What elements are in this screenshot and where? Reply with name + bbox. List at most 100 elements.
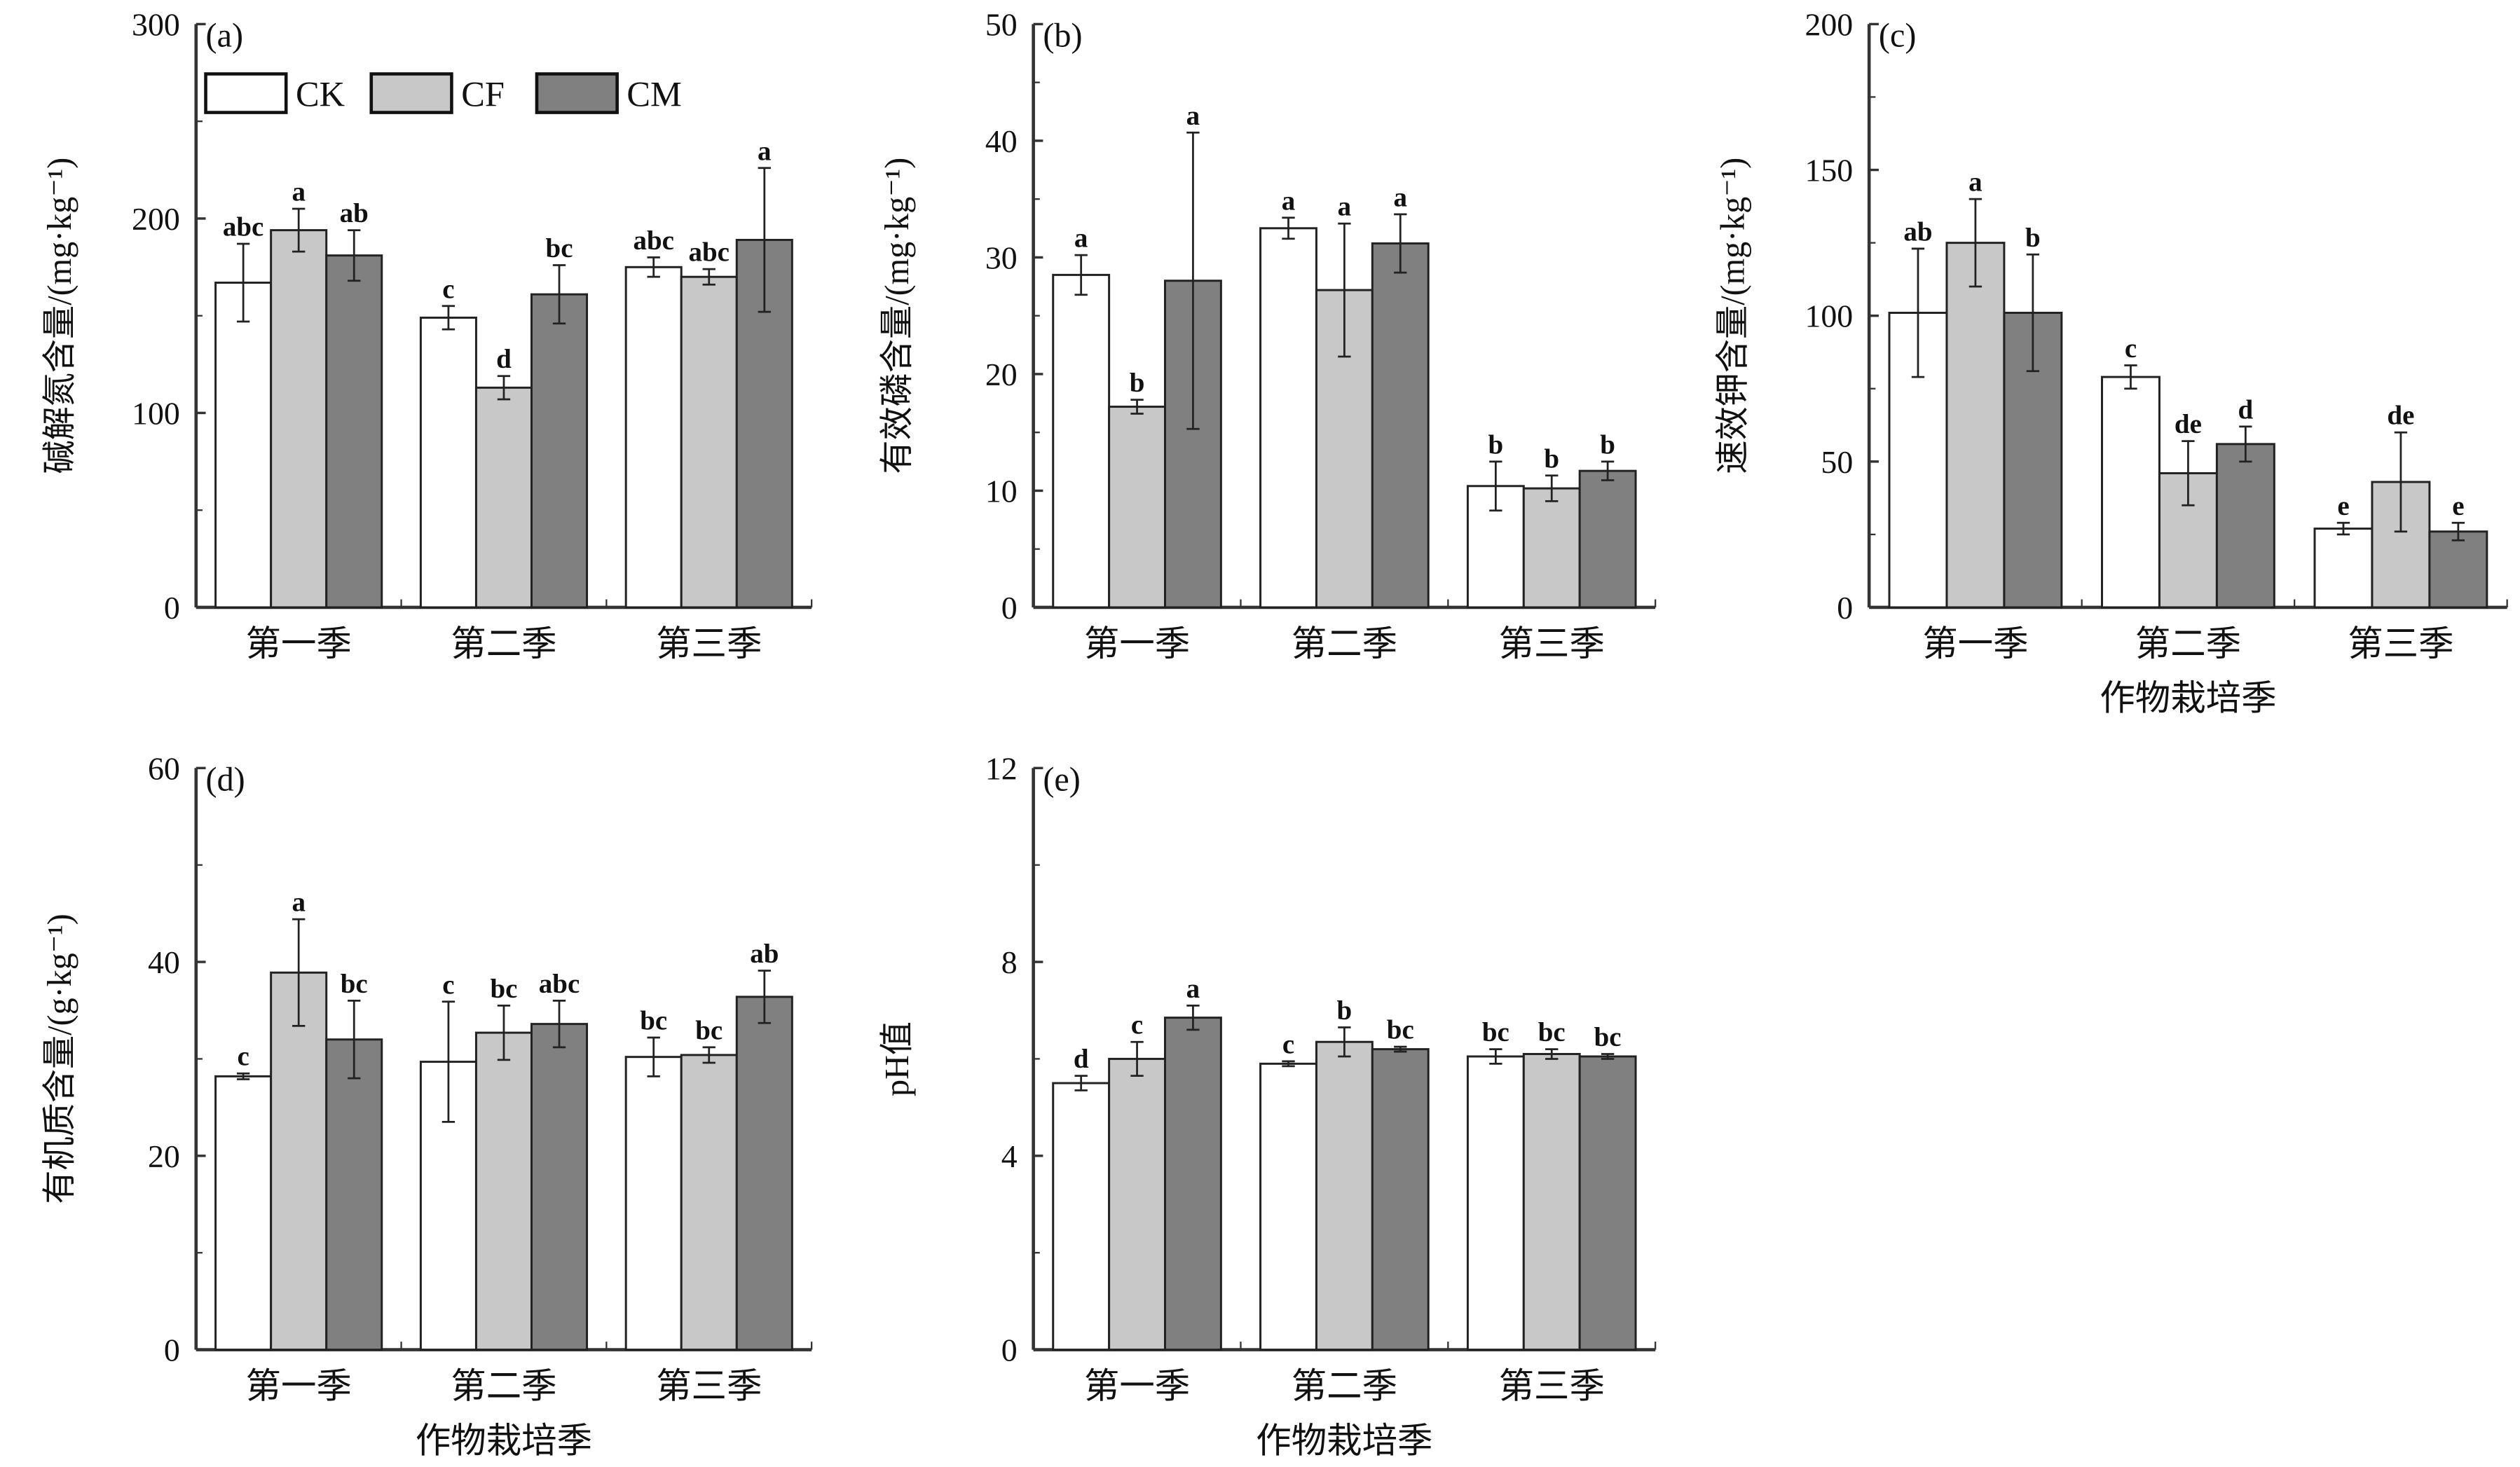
y-tick-label: 12	[985, 750, 1018, 786]
significance-letter: e	[2452, 491, 2464, 521]
legend-swatch-ck	[204, 72, 288, 114]
y-tick-label: 0	[1837, 590, 1853, 626]
y-tick-label: 0	[164, 590, 180, 626]
y-tick-label: 4	[1001, 1138, 1018, 1174]
x-tick-label: 第二季	[451, 624, 556, 663]
y-tick-label: 50	[985, 6, 1018, 42]
significance-letter: b	[1130, 368, 1145, 398]
y-tick-label: 0	[1001, 590, 1018, 626]
y-tick-label: 0	[164, 1332, 180, 1368]
y-tick-label: 30	[985, 240, 1018, 275]
bar-ck	[1052, 273, 1111, 609]
legend-label: CM	[626, 74, 681, 113]
significance-letter: a	[758, 136, 771, 166]
significance-letter: bc	[1387, 1015, 1414, 1045]
x-axis-label: 作物栽培季	[2100, 679, 2276, 718]
x-tick-label: 第三季	[2348, 624, 2453, 663]
y-tick-label: 50	[1821, 444, 1853, 480]
significance-letter: a	[1394, 182, 1407, 212]
x-tick-label: 第二季	[1292, 624, 1397, 663]
panel-label: (b)	[1043, 18, 1082, 55]
significance-letter: de	[2175, 409, 2202, 439]
y-axis-label: 碱解氮含量/(mg·kg⁻¹)	[41, 158, 78, 474]
significance-letter: bc	[1594, 1022, 1622, 1052]
significance-letter: d	[2238, 394, 2254, 425]
bar-ck	[1052, 1082, 1111, 1351]
bar-cm	[530, 1023, 589, 1351]
significance-letter: d	[1074, 1044, 1089, 1074]
bar-ck	[1259, 227, 1317, 609]
significance-letter: b	[1488, 429, 1504, 460]
bar-cm	[1371, 1048, 1430, 1351]
bar-cf	[1522, 487, 1581, 609]
y-tick-label: 8	[1001, 944, 1018, 980]
x-tick-label: 第一季	[246, 624, 352, 663]
legend-swatch-cf	[369, 72, 453, 114]
x-tick-label: 第二季	[1292, 1366, 1397, 1405]
x-tick-label: 第三季	[656, 1366, 762, 1405]
significance-letter: c	[1282, 1029, 1294, 1059]
y-axis-label: 有机质含量/(g·kg⁻¹)	[41, 914, 78, 1204]
bar-cm	[325, 1038, 383, 1351]
bar-ck	[214, 282, 273, 609]
significance-letter: abc	[223, 212, 263, 242]
significance-letter: c	[1131, 1010, 1143, 1040]
significance-letter: abc	[539, 969, 580, 999]
significance-letter: ab	[340, 198, 369, 228]
bar-cm	[2428, 530, 2488, 609]
y-tick-label: 200	[132, 201, 180, 237]
significance-letter: bc	[490, 974, 517, 1004]
significance-letter: a	[1074, 223, 1088, 254]
bar-cf	[1315, 1040, 1374, 1351]
panel-label: (a)	[206, 18, 243, 55]
bar-ck	[214, 1075, 273, 1351]
bar-ck	[2313, 528, 2374, 609]
significance-letter: bc	[341, 969, 368, 999]
x-tick-label: 第一季	[246, 1366, 352, 1405]
panel-label: (e)	[1043, 761, 1080, 798]
x-axis-label: 作物栽培季	[416, 1421, 592, 1460]
x-tick-label: 第一季	[1084, 624, 1190, 663]
significance-letter: ab	[1903, 216, 1932, 247]
chart-panel-2: 0 10 20 30 40 50 (b) 有效磷含量/(mg·kg⁻¹) 第一季 a b a 第二季 a a…	[879, 6, 1657, 663]
significance-letter: c	[237, 1042, 249, 1072]
legend-swatch-cm	[535, 72, 619, 114]
bar-cf	[680, 275, 738, 609]
significance-letter: c	[442, 274, 454, 304]
y-tick-label: 40	[985, 123, 1018, 159]
y-tick-label: 10	[985, 473, 1018, 509]
significance-letter: bc	[640, 1006, 667, 1036]
bar-cf	[1945, 242, 2006, 609]
bar-cm	[735, 996, 793, 1351]
y-tick-label: 300	[132, 6, 180, 42]
y-tick-label: 20	[148, 1138, 180, 1174]
significance-letter: b	[1544, 443, 1559, 474]
significance-letter: a	[292, 888, 305, 918]
x-tick-label: 第三季	[1499, 1366, 1605, 1405]
x-axis-label: 作物栽培季	[1256, 1421, 1432, 1460]
y-axis-label: 速效钾含量/(mg·kg⁻¹)	[1714, 158, 1751, 474]
bar-cm	[2215, 443, 2275, 609]
significance-letter: abc	[633, 226, 673, 256]
legend-label: CK	[296, 74, 345, 113]
significance-letter: bc	[695, 1015, 723, 1045]
bar-cm	[1371, 242, 1430, 609]
bar-cm	[530, 293, 589, 609]
bar-cf	[270, 971, 328, 1351]
significance-letter: c	[442, 970, 454, 1000]
panel-label: (d)	[206, 761, 245, 798]
significance-letter: a	[1968, 167, 1982, 198]
bar-ck	[419, 316, 477, 609]
x-tick-label: 第一季	[1922, 624, 2028, 663]
y-tick-label: 200	[1805, 6, 1853, 42]
bar-cf	[1108, 406, 1166, 609]
bar-cm	[1578, 469, 1637, 609]
y-tick-label: 20	[985, 357, 1018, 392]
bar-ck	[1259, 1062, 1317, 1351]
bar-cm	[1578, 1055, 1637, 1351]
